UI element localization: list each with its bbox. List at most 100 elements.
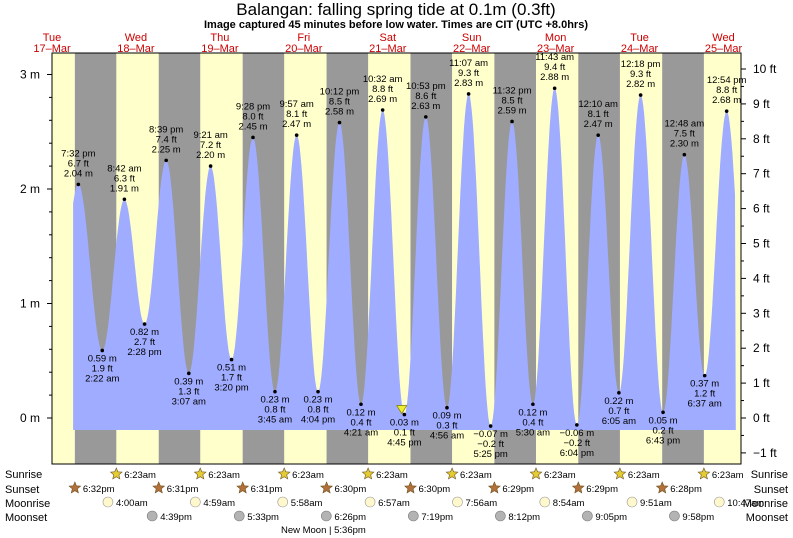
low-tide-point: [402, 412, 407, 417]
new-moon-label: New Moon | 5:36pm: [281, 525, 366, 536]
row-label-sunrise-left: Sunrise: [5, 469, 42, 481]
sunrise-time: 6:23am: [460, 470, 492, 481]
moonrise-circle-icon: [452, 496, 463, 508]
sunset-time: 6:30pm: [335, 484, 367, 495]
low-tide-label: −0.2 ft: [564, 438, 591, 449]
moonrise-time: 9:51am: [640, 498, 672, 509]
low-tide-label: 1.7 ft: [221, 373, 242, 384]
chart-subtitle: Image captured 45 minutes before low wat…: [204, 19, 588, 31]
chart-title: Balangan: falling spring tide at 0.1m (0…: [236, 0, 555, 19]
sunset-star-icon: [320, 481, 334, 494]
low-tide-point: [142, 322, 147, 326]
high-tide-point: [424, 115, 428, 119]
low-tide-label: 1.2 ft: [694, 389, 715, 400]
high-tide-label: 2.69 m: [368, 94, 397, 105]
day-date: 20–Mar: [285, 43, 323, 55]
day-date: 19–Mar: [201, 43, 239, 55]
day-name: Thu: [210, 32, 229, 44]
low-tide-label: 0.22 m: [604, 396, 633, 407]
day-name: Wed: [712, 32, 734, 44]
moonrise-time: 8:54am: [553, 498, 585, 509]
right-tick-label: 9 ft: [753, 97, 770, 111]
day-name: Tue: [43, 32, 62, 44]
axes: [51, 52, 742, 465]
high-tide-point: [638, 93, 643, 97]
high-tide-label: 2.47 m: [584, 119, 613, 130]
low-tide-label: 0.4 ft: [350, 417, 371, 428]
moonset-time: 9:58pm: [682, 512, 714, 523]
sunrise-time: 6:23am: [628, 470, 660, 481]
plot-frame: [51, 52, 742, 465]
high-tide-label: 2.59 m: [498, 105, 527, 116]
moonrise-circle-icon: [102, 496, 114, 508]
day-headers: Tue17–MarWed18–MarThu19–MarFri20–MarSat2…: [33, 32, 742, 55]
sunset-time: 6:28pm: [670, 484, 702, 495]
astro-rows: 6:23am 6:23am 6:23am 6:23am 6:23am 6:23am 6:23…: [68, 467, 764, 536]
day-date: 22–Mar: [453, 43, 491, 55]
low-tide-label: 0.8 ft: [307, 405, 328, 416]
low-tide-label: 2:22 am: [85, 373, 119, 384]
low-tide-label: 0.2 ft: [653, 425, 674, 436]
low-tide-point: [273, 389, 277, 394]
high-tide-label: 9:21 am: [193, 130, 227, 141]
current-level-marker: [396, 405, 408, 415]
low-tide-label: 2.7 ft: [134, 337, 155, 348]
high-tide-label: 2.58 m: [325, 107, 354, 118]
high-tide-label: 9:28 pm: [236, 101, 270, 112]
moonset-circle-icon: [582, 510, 593, 522]
sunset-time: 6:29pm: [586, 484, 618, 495]
moonset-circle-icon: [495, 510, 506, 522]
high-tide-label: 8.8 ft: [716, 85, 737, 96]
high-tide-label: 11:07 am: [449, 58, 488, 69]
high-tide-label: 8.1 ft: [286, 109, 307, 120]
low-tide-point: [100, 348, 105, 353]
sunrise-star-icon: [613, 467, 627, 480]
sunrise-star-icon: [361, 467, 375, 480]
low-tide-label: 0.1 ft: [394, 428, 415, 439]
high-tide-label: 12:48 am: [665, 119, 705, 130]
low-tide-label: 3:07 am: [172, 396, 206, 407]
low-tide-label: 4:21 am: [344, 427, 378, 438]
left-tick-label: 2 m: [20, 182, 40, 196]
low-tide-label: 6:05 am: [602, 416, 636, 427]
row-label-moonrise-right: Moonrise: [743, 498, 788, 510]
low-tide-point: [488, 424, 493, 428]
low-tide-label: 0.4 ft: [522, 417, 543, 428]
low-tide-label: 0.8 ft: [264, 405, 285, 416]
high-tide-label: 7:32 pm: [61, 148, 95, 159]
sunset-star-icon: [236, 481, 250, 494]
right-tick-label: 4 ft: [753, 271, 770, 285]
tide-series: [73, 88, 736, 431]
left-tick-label: 0 m: [20, 411, 40, 425]
moonset-circle-icon: [146, 510, 158, 522]
high-tide-label: 12:18 pm: [621, 59, 661, 70]
high-tide-point: [724, 109, 729, 113]
high-tide-label: 2.20 m: [196, 150, 225, 161]
sunset-star-icon: [655, 481, 669, 494]
right-tick-label: 0 ft: [753, 411, 770, 425]
low-tide-label: 3:20 pm: [214, 383, 248, 394]
high-tide-point: [208, 164, 213, 168]
right-tick-label: 3 ft: [753, 306, 770, 320]
moonrise-time: 7:56am: [465, 498, 497, 509]
day-name: Wed: [125, 32, 147, 44]
right-tick-label: 7 ft: [753, 167, 770, 181]
row-label-sunset-right: Sunset: [754, 484, 788, 496]
low-tide-point: [617, 391, 621, 395]
moonset-circle-icon: [321, 510, 332, 522]
row-label-moonset-left: Moonset: [5, 512, 47, 524]
low-tide-point: [229, 357, 234, 362]
high-tide-point: [251, 135, 255, 140]
low-tide-label: 1.9 ft: [92, 363, 113, 374]
sunset-time: 6:32pm: [83, 484, 115, 495]
row-label-sunset-left: Sunset: [5, 484, 39, 496]
day-name: Fri: [297, 32, 310, 44]
high-tide-label: 7.5 ft: [674, 129, 695, 140]
moonset-circle-icon: [408, 510, 419, 522]
high-tide-label: 10:53 pm: [406, 81, 446, 92]
low-tide-label: 5:30 am: [516, 427, 550, 438]
moonrise-circle-icon: [277, 496, 289, 508]
low-tide-label: 6:43 pm: [646, 435, 680, 446]
sunrise-star-icon: [445, 467, 459, 480]
low-tide-point: [661, 410, 665, 415]
